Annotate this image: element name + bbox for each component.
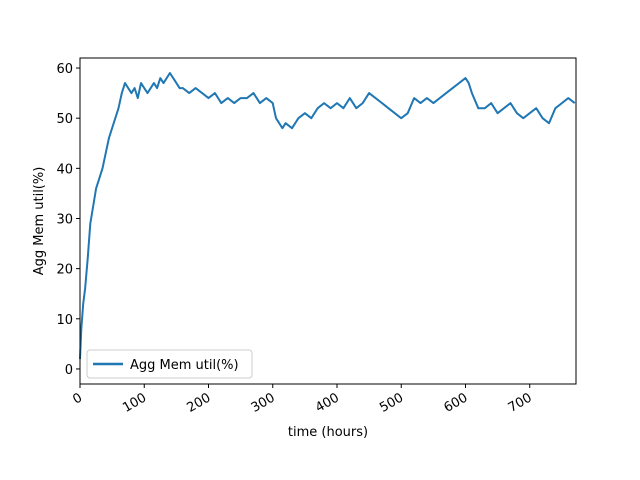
x-axis-label: time (hours): [288, 425, 368, 440]
legend: Agg Mem util(%): [86, 349, 253, 379]
y-axis-ticks: 0 10 20 30 40 50 60: [56, 62, 80, 378]
legend-box: [86, 349, 253, 379]
y-tick-label: 50: [56, 112, 73, 127]
y-axis-label: Agg Mem util(%): [32, 167, 47, 276]
y-tick-label: 60: [56, 62, 73, 77]
y-tick-label: 30: [56, 212, 73, 227]
series-line-agg-mem-util: [79, 72, 576, 359]
plot-frame: [79, 57, 577, 385]
y-tick-label: 20: [56, 263, 73, 278]
y-tick-label: 10: [56, 313, 73, 328]
plot-area: [80, 58, 576, 384]
legend-label: Agg Mem util(%): [130, 358, 239, 373]
y-tick-label: 40: [56, 162, 73, 177]
y-tick-label: 0: [65, 363, 73, 378]
series-layer: [79, 72, 576, 359]
